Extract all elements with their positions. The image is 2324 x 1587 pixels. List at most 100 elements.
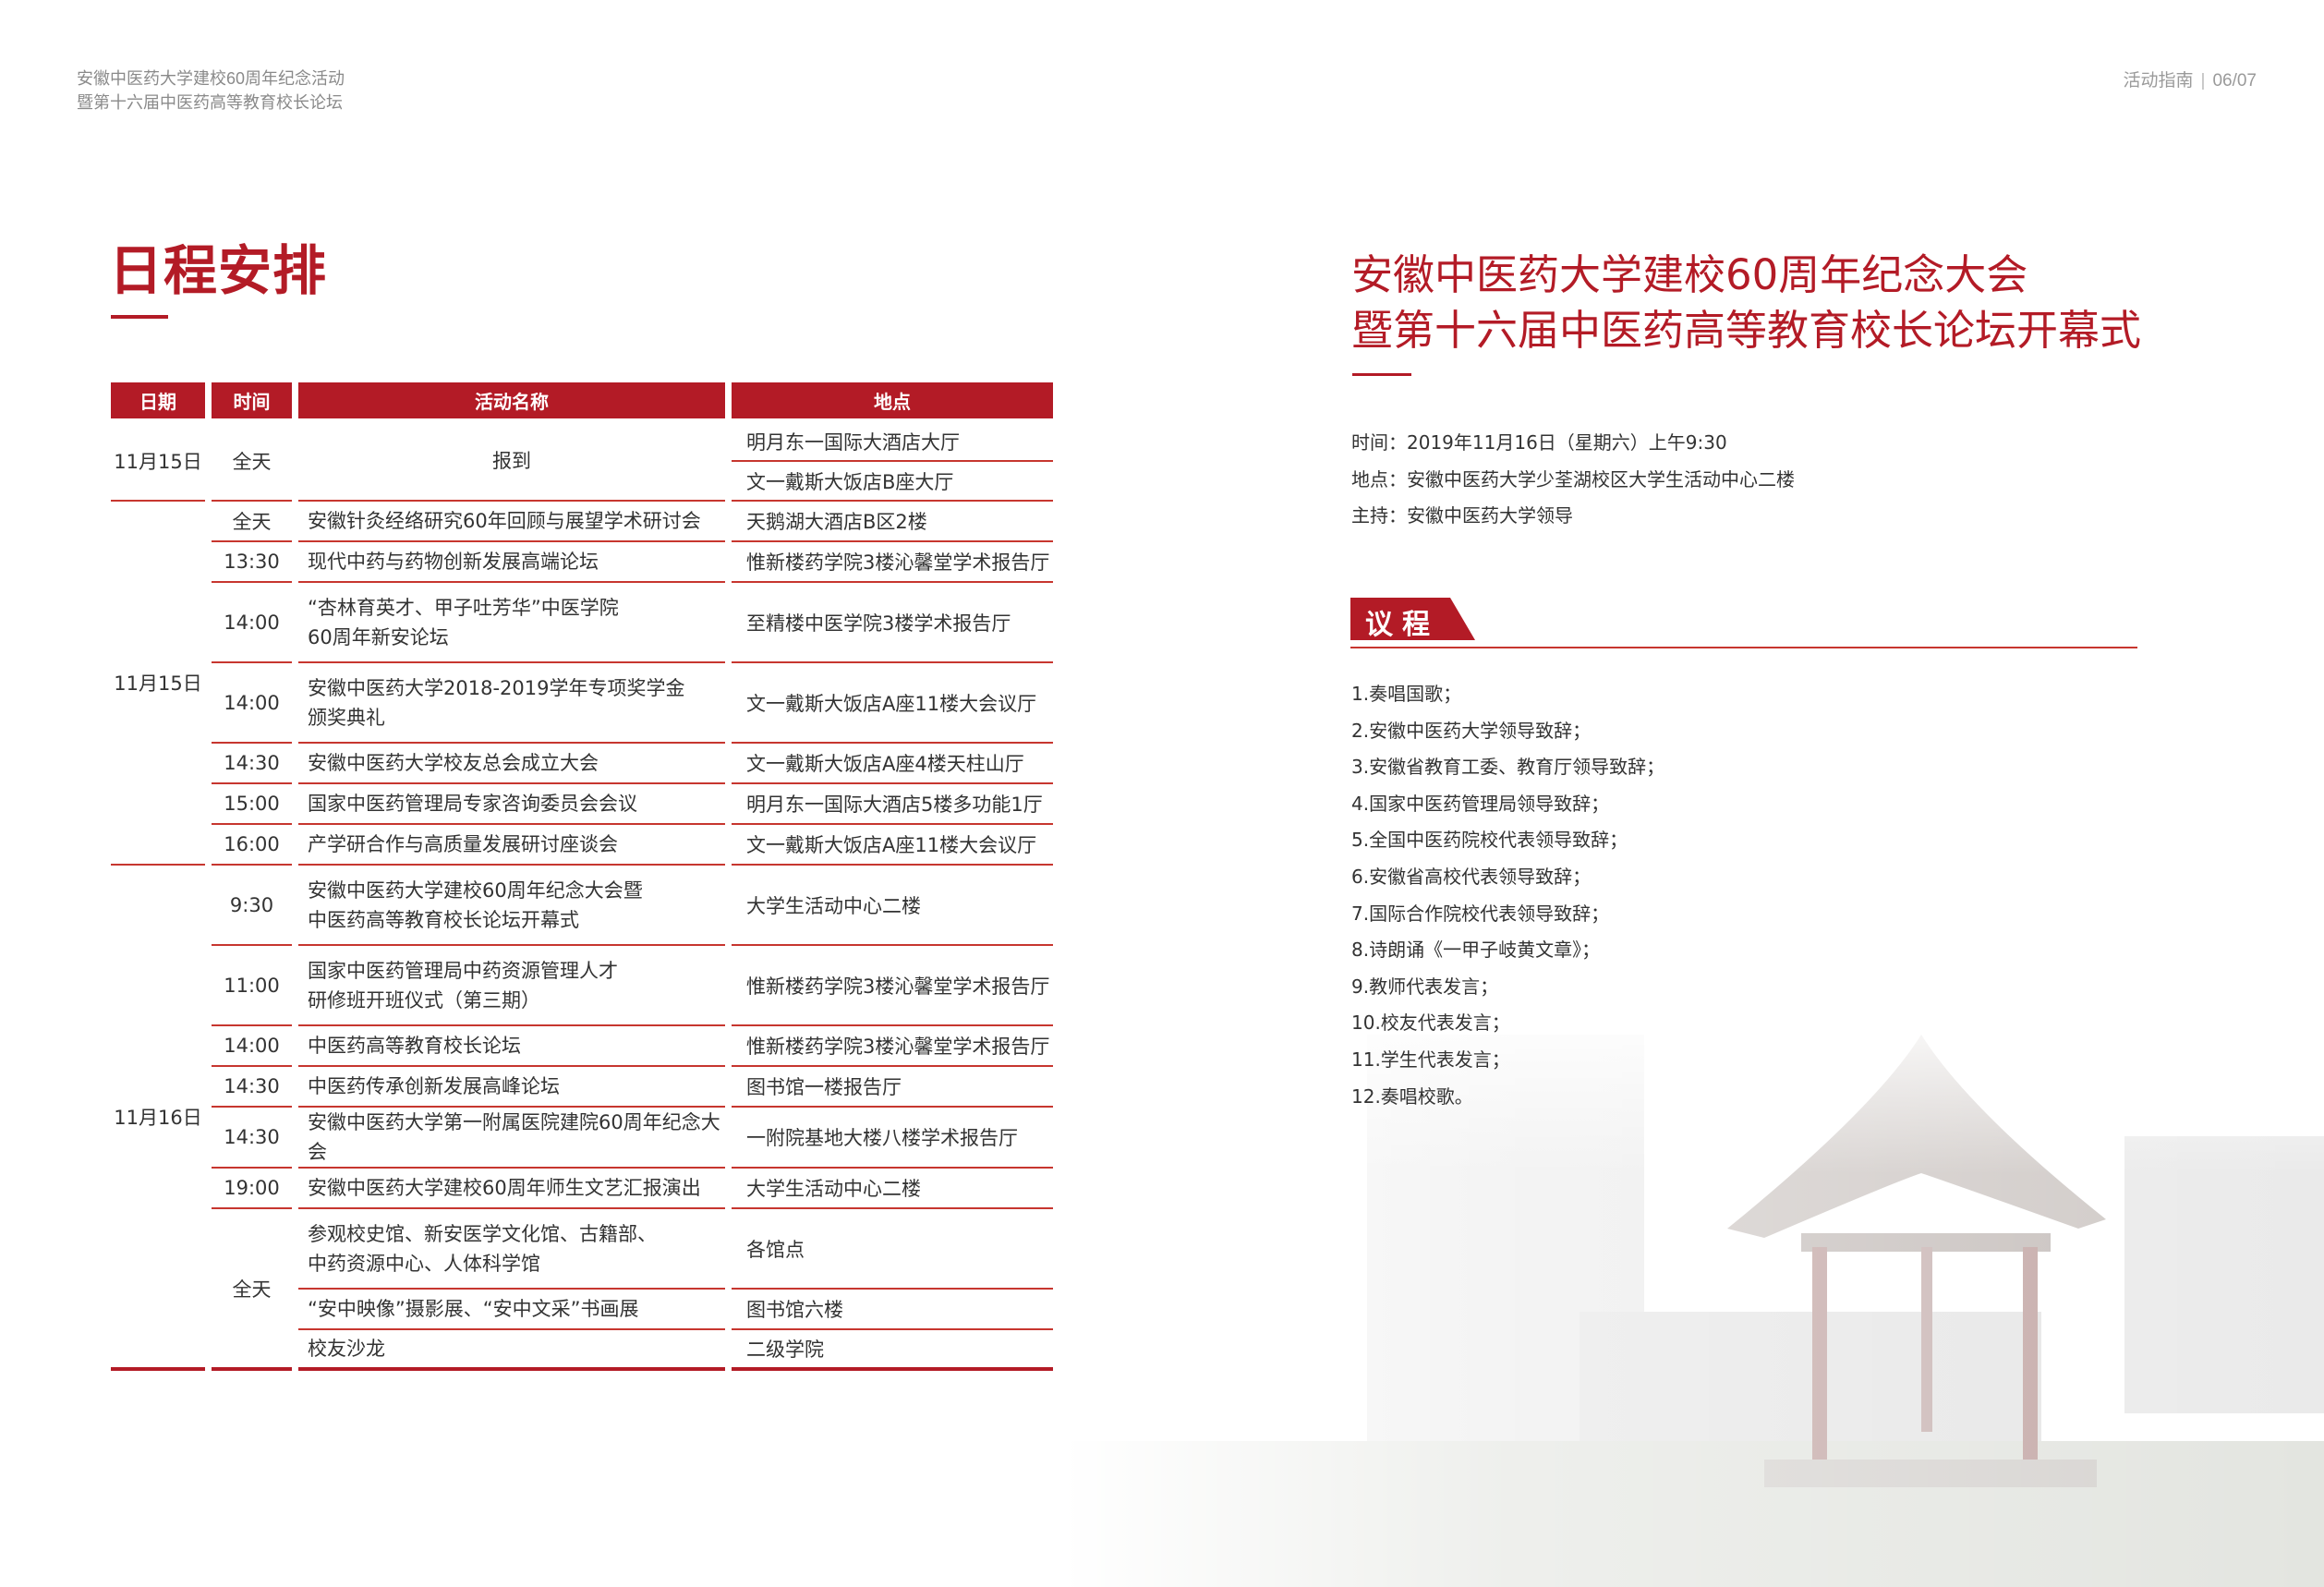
activity-cell: 安徽中医药大学建校60周年师生文艺汇报演出 — [298, 1169, 725, 1209]
table-row: 11月15日 全天 安徽针灸经络研究60年回顾与展望学术研讨会 天鹅湖大酒店B区2楼 — [111, 502, 1053, 866]
activity-cell: “安中映像”摄影展、“安中文采”书画展 — [298, 1290, 725, 1330]
table-row: 全天 参观校史馆、新安医学文化馆、古籍部、 中药资源中心、人体科学馆 各馆点 — [111, 1209, 1053, 1371]
table-row: 15:00 国家中医药管理局专家咨询委员会会议 明月东一国际大酒店5楼多功能1厅 — [111, 784, 1053, 825]
time-cell: 全天 — [212, 1209, 292, 1371]
location-cell: 文一戴斯大饭店A座11楼大会议厅 — [732, 825, 1053, 866]
table-row: 13:30 现代中药与药物创新发展高端论坛 惟新楼药学院3楼沁馨堂学术报告厅 — [111, 542, 1053, 583]
section-label: 活动指南 — [2123, 71, 2194, 91]
agenda-item: 7.国际合作院校代表领导致辞； — [1351, 902, 1610, 925]
activity-cell: 安徽针灸经络研究60年回顾与展望学术研讨会 — [298, 502, 725, 542]
divider: | — [2200, 71, 2206, 91]
location-cell: 大学生活动中心二楼 — [732, 1169, 1053, 1209]
table-row: 14:00 中医药高等教育校长论坛 惟新楼药学院3楼沁馨堂学术报告厅 — [111, 1026, 1053, 1067]
activity-cell: 中医药传承创新发展高峰论坛 — [298, 1067, 725, 1108]
location-cell: 各馆点 — [732, 1209, 1053, 1290]
agenda-item: 12.奏唱校歌。 — [1351, 1084, 1473, 1108]
location-cell: 惟新楼药学院3楼沁馨堂学术报告厅 — [732, 1026, 1053, 1067]
activity-cell: 报到 — [298, 422, 725, 502]
table-row: 11:00 国家中医药管理局中药资源管理人才 研修班开班仪式（第三期） 惟新楼药学院… — [111, 946, 1053, 1026]
date-cell: 11月15日 — [111, 422, 205, 502]
time-cell: 16:00 — [212, 825, 292, 866]
location-cell: 明月东一国际大酒店大厅 — [732, 422, 1053, 462]
activity-cell: 产学研合作与高质量发展研讨座谈会 — [298, 825, 725, 866]
agenda-item: 9.教师代表发言； — [1351, 975, 1499, 998]
location-cell: 图书馆六楼 — [732, 1290, 1053, 1330]
title-underline — [111, 315, 168, 319]
agenda-item: 3.安徽省教育工委、教育厅领导致辞； — [1351, 756, 1665, 779]
agenda-list: 1.奏唱国歌； 2.安徽中医药大学领导致辞； 3.安徽省教育工委、教育厅领导致辞； 4… — [1351, 676, 1664, 1115]
activity-cell: 安徽中医药大学第一附属医院建院60周年纪念大会 — [298, 1108, 725, 1169]
column-header-date: 日期 — [111, 382, 205, 418]
time-cell: 14:00 — [212, 1026, 292, 1067]
location-cell: 明月东一国际大酒店5楼多功能1厅 — [732, 784, 1053, 825]
time-cell: 9:30 — [212, 866, 292, 946]
agenda-item: 10.校友代表发言； — [1351, 1012, 1510, 1035]
time-cell: 全天 — [212, 502, 292, 542]
time-cell: 13:30 — [212, 542, 292, 583]
column-header-location: 地点 — [732, 382, 1053, 418]
table-header-row: 日期 时间 活动名称 地点 — [111, 382, 1053, 418]
table-row: 14:30 安徽中医药大学校友总会成立大会 文一戴斯大饭店A座4楼天柱山厅 — [111, 744, 1053, 784]
page-number: 06/07 — [2212, 71, 2257, 91]
activity-cell: 校友沙龙 — [298, 1330, 725, 1371]
ceremony-place: 地点：安徽中医药大学少荃湖校区大学生活动中心二楼 — [1351, 467, 1795, 491]
agenda-divider — [1350, 647, 2137, 648]
time-cell: 全天 — [212, 422, 292, 502]
ceremony-info: 时间：2019年11月16日（星期六）上午9:30 地点：安徽中医药大学少荃湖校… — [1351, 425, 1795, 535]
table-row: 16:00 产学研合作与高质量发展研讨座谈会 文一戴斯大饭店A座11楼大会议厅 — [111, 825, 1053, 866]
table-row: 校友沙龙 二级学院 — [111, 1330, 1053, 1371]
activity-cell: 安徽中医药大学建校60周年纪念大会暨 中医药高等教育校长论坛开幕式 — [298, 866, 725, 946]
date-cell: 11月15日 — [111, 502, 205, 866]
activity-cell: 安徽中医药大学校友总会成立大会 — [298, 744, 725, 784]
time-cell: 14:30 — [212, 1108, 292, 1169]
column-header-time: 时间 — [212, 382, 292, 418]
event-subtitle-line2: 暨第十六届中医药高等教育校长论坛 — [77, 93, 343, 112]
ceremony-title-underline — [1352, 373, 1411, 376]
location-cell: 文一戴斯大饭店B座大厅 — [732, 462, 1053, 502]
ceremony-title-line2: 暨第十六届中医药高等教育校长论坛开幕式 — [1351, 306, 2142, 355]
time-cell: 14:00 — [212, 583, 292, 663]
ceremony-time: 时间：2019年11月16日（星期六）上午9:30 — [1351, 431, 1727, 454]
table-row: 19:00 安徽中医药大学建校60周年师生文艺汇报演出 大学生活动中心二楼 — [111, 1169, 1053, 1209]
activity-cell: 安徽中医药大学2018-2019学年专项奖学金 颁奖典礼 — [298, 663, 725, 744]
agenda-heading: 议程 — [1365, 609, 1439, 641]
table-row: 14:30 中医药传承创新发展高峰论坛 图书馆一楼报告厅 — [111, 1067, 1053, 1108]
agenda-tab-shape — [1350, 598, 1475, 640]
activity-cell: 参观校史馆、新安医学文化馆、古籍部、 中药资源中心、人体科学馆 — [298, 1209, 725, 1290]
activity-cell: 国家中医药管理局专家咨询委员会会议 — [298, 784, 725, 825]
table-row: 14:00 “杏林育英才、甲子吐芳华”中医学院 60周年新安论坛 至精楼中医学院3楼… — [111, 583, 1053, 663]
location-cell: 惟新楼药学院3楼沁馨堂学术报告厅 — [732, 946, 1053, 1026]
time-cell: 14:00 — [212, 663, 292, 744]
table-row: “安中映像”摄影展、“安中文采”书画展 图书馆六楼 — [111, 1290, 1053, 1330]
time-cell: 19:00 — [212, 1169, 292, 1209]
page-indicator: 活动指南 | 06/07 — [2124, 67, 2257, 91]
activity-cell: 现代中药与药物创新发展高端论坛 — [298, 542, 725, 583]
location-cell: 天鹅湖大酒店B区2楼 — [732, 502, 1053, 542]
agenda-item: 11.学生代表发言； — [1351, 1048, 1510, 1071]
schedule-table: 日期 时间 活动名称 地点 11月15日 全天 报到 明月东一国际大酒店大厅 文一戴斯大… — [104, 382, 1059, 1371]
time-cell: 14:30 — [212, 744, 292, 784]
campus-pavilion-photo — [1062, 998, 2324, 1587]
location-cell: 一附院基地大楼八楼学术报告厅 — [732, 1108, 1053, 1169]
agenda-item: 2.安徽中医药大学领导致辞； — [1351, 719, 1592, 742]
table-row: 11月15日 全天 报到 明月东一国际大酒店大厅 — [111, 422, 1053, 502]
column-header-activity: 活动名称 — [298, 382, 725, 418]
activity-cell: “杏林育英才、甲子吐芳华”中医学院 60周年新安论坛 — [298, 583, 725, 663]
location-cell: 惟新楼药学院3楼沁馨堂学术报告厅 — [732, 542, 1053, 583]
location-cell: 二级学院 — [732, 1330, 1053, 1371]
ceremony-title: 安徽中医药大学建校60周年纪念大会 暨第十六届中医药高等教育校长论坛开幕式 — [1351, 248, 2141, 358]
agenda-item: 4.国家中医药管理局领导致辞； — [1351, 792, 1610, 815]
time-cell: 14:30 — [212, 1067, 292, 1108]
agenda-item: 8.诗朗诵《一甲子岐黄文章》； — [1351, 939, 1601, 962]
table-row: 文一戴斯大饭店B座大厅 — [111, 462, 1053, 502]
location-cell: 图书馆一楼报告厅 — [732, 1067, 1053, 1108]
table-row: 14:30 安徽中医药大学第一附属医院建院60周年纪念大会 一附院基地大楼八楼学术报… — [111, 1108, 1053, 1169]
location-cell: 至精楼中医学院3楼学术报告厅 — [732, 583, 1053, 663]
time-cell: 15:00 — [212, 784, 292, 825]
location-cell: 文一戴斯大饭店A座11楼大会议厅 — [732, 663, 1053, 744]
agenda-item: 6.安徽省高校代表领导致辞； — [1351, 865, 1592, 888]
activity-cell: 中医药高等教育校长论坛 — [298, 1026, 725, 1067]
activity-cell: 国家中医药管理局中药资源管理人才 研修班开班仪式（第三期） — [298, 946, 725, 1026]
ceremony-host: 主持：安徽中医药大学领导 — [1351, 504, 1573, 527]
ceremony-title-line1: 安徽中医药大学建校60周年纪念大会 — [1351, 250, 2028, 299]
